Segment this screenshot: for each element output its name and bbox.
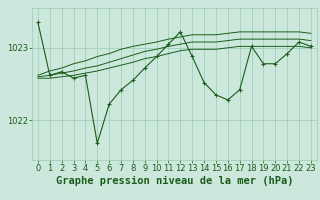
X-axis label: Graphe pression niveau de la mer (hPa): Graphe pression niveau de la mer (hPa) [56, 176, 293, 186]
